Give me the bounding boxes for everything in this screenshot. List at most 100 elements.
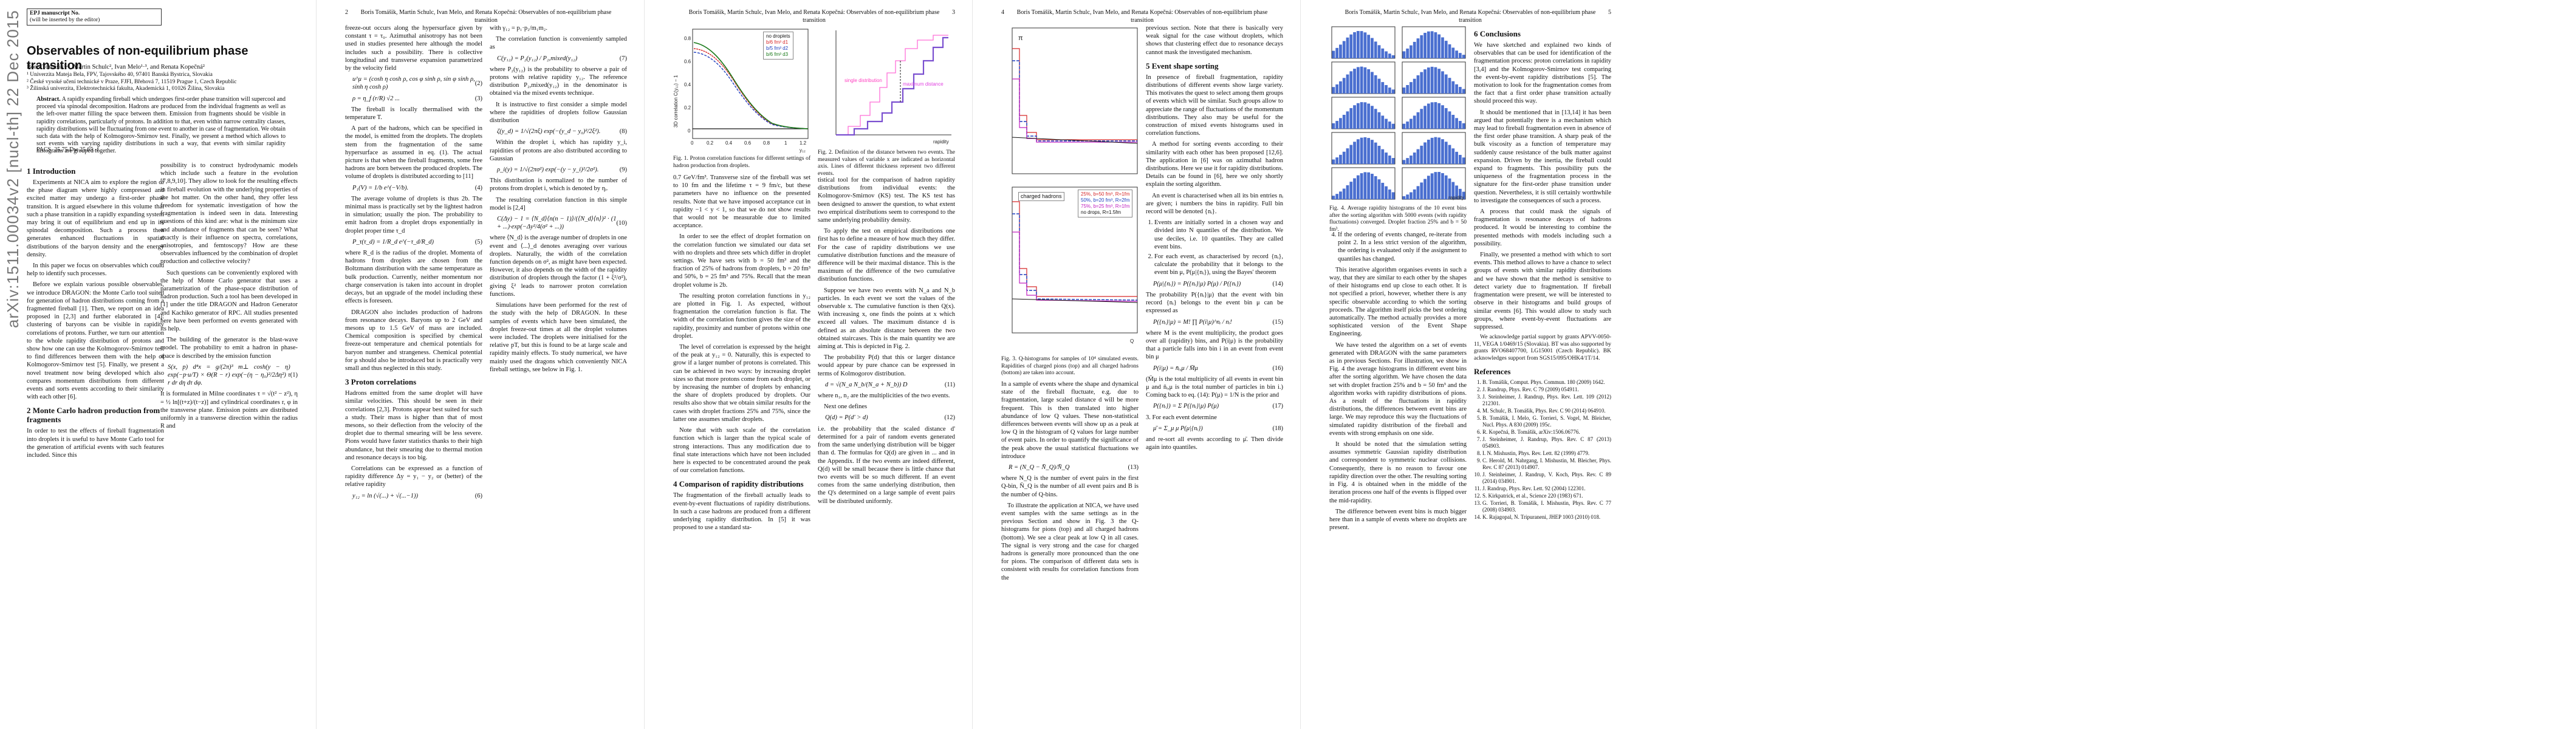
histogram-bar (1374, 176, 1377, 199)
histogram-bar (1423, 142, 1427, 164)
page-3: Boris Tomášik, Martin Schulc, Ivan Melo,… (656, 0, 972, 729)
x-tick-label: 0.8 (763, 140, 770, 146)
histogram-bar (1455, 50, 1458, 58)
equation-number: (2) (474, 80, 482, 87)
histogram-bar (1353, 32, 1356, 58)
pacs: PACS. 25.75.Dw 25.65.-f (36, 146, 99, 153)
page-number: 4 (1001, 9, 1004, 16)
paragraph: 3. For each event determine (1146, 414, 1217, 421)
equation-body: P(μ|{nᵢ}) = P({nᵢ}|μ) P(μ) / P({nᵢ}) (1153, 280, 1241, 287)
histogram-bar (1356, 139, 1360, 164)
figure-2-caption: Fig. 2. Definition of the distance betwe… (818, 149, 955, 177)
histogram-bar (1458, 121, 1462, 129)
event-bin-histogram (1402, 167, 1466, 200)
histogram-bar (1377, 179, 1381, 199)
histogram-bar (1430, 102, 1434, 129)
histogram-bar (1381, 149, 1385, 164)
paragraph: It should be noted that the simulation s… (1329, 441, 1467, 504)
equation-number: (7) (619, 55, 627, 62)
histogram-bar (1410, 156, 1413, 164)
manuscript-box: EPJ manuscript No. (will be inserted by … (27, 9, 162, 26)
legend-entry: no droplets (766, 33, 790, 39)
figure-4-plot: rapidity (1331, 26, 1466, 200)
page-5-left-column: If the ordering of events changed, re-it… (1329, 231, 1467, 535)
q-histogram-black (1012, 137, 1138, 144)
reference-item: M. Schulc, B. Tomášik, Phys. Rev. C 90 (… (1482, 408, 1611, 414)
histogram-bar (1391, 192, 1395, 199)
page-1: EPJ manuscript No. (will be inserted by … (0, 0, 316, 729)
equation-13: R = (N_Q − N̄_Q)/N̄_Q (13) (1009, 464, 1139, 471)
equation-body: P(i|μ) = n̄ᵢ,μ / M̄μ (1153, 364, 1198, 372)
paragraph: The probability P({nᵢ}|μ) that the event… (1146, 291, 1283, 315)
histogram-bar (1434, 102, 1437, 129)
histogram-bar (1385, 118, 1388, 129)
reference-item: B. Tomášik, Comput. Phys. Commun. 180 (2… (1482, 379, 1611, 386)
y-tick-label: 0 (688, 128, 691, 134)
histogram-bar (1388, 155, 1391, 164)
histogram-bar (1437, 34, 1441, 58)
algorithm-steps: If the ordering of events changed, re-it… (1329, 231, 1467, 263)
histogram-bar (1441, 71, 1444, 94)
equation-11: d = √(N_a N_b/(N_a + N_b)) D (11) (825, 381, 955, 389)
paragraph: (M̄μ is the total multiplicity of all ev… (1146, 375, 1283, 399)
paragraph: This distribution is normalized to the n… (490, 177, 627, 193)
paragraph: In order to test the effects of fireball… (27, 428, 164, 459)
histogram-bar (1371, 140, 1374, 164)
affiliation-1: ¹ Univerzita Mateja Bela, FPV, Tajovskéh… (27, 72, 213, 78)
histogram-bar (1374, 41, 1377, 58)
equation-9: ρ_i(y) = 1/√(2πσ²) exp(−(y − y_i)²/2σ²).… (497, 166, 627, 174)
header-title: Boris Tomášik, Martin Schulc, Ivan Melo,… (360, 9, 612, 24)
histogram-bar (1416, 149, 1420, 164)
histogram-bar (1462, 157, 1465, 164)
paragraph: 0.7 GeV/fm³. Transverse size of the fire… (673, 174, 810, 230)
histogram-bar (1441, 105, 1444, 129)
histogram-bar (1406, 122, 1410, 129)
paragraph: previous section. Note that there is bas… (1146, 25, 1283, 56)
histogram-bar (1374, 142, 1377, 164)
page-4-left-column: In a sample of events where the shape an… (1001, 380, 1139, 585)
histogram-bar (1451, 47, 1455, 58)
histogram-bar (1410, 82, 1413, 94)
histogram-bar (1363, 137, 1367, 164)
y-tick-label: 0.4 (684, 82, 691, 87)
y-tick-label: 0.6 (684, 59, 691, 64)
figure-1-caption: Fig. 1. Proton correlation functions for… (673, 156, 810, 169)
histogram-bar (1434, 137, 1437, 164)
legend-entry: 50%, b=20 fm³, R=2fm (1081, 197, 1130, 203)
histogram-bar (1444, 74, 1448, 94)
page-1-left-column: 1 Introduction Experiments at NICA aim t… (27, 162, 164, 462)
paragraph: The probability P(d) that this or larger… (818, 354, 955, 377)
histogram-bar (1385, 85, 1388, 94)
paragraph: Suppose we have two events with N_a and … (818, 287, 955, 351)
figure-3-legend: 25%, b=50 fm³, R=1fm 50%, b=20 fm³, R=2f… (1078, 190, 1133, 217)
equation-1: S(x, p) d⁴x = g/(2π)³ m⊥ cosh(y − η) exp… (168, 363, 298, 388)
histogram-bar (1427, 31, 1430, 58)
histogram-bar (1448, 178, 1451, 199)
histogram-bar (1434, 32, 1437, 58)
histogram-bar (1444, 108, 1448, 129)
page-3-right-column: tistical tool for the comparison of hadr… (818, 176, 955, 508)
histogram-bar (1423, 106, 1427, 129)
histogram-bar (1427, 139, 1430, 164)
equation-number: (8) (619, 128, 627, 135)
paragraph: where n₁, n₂ are the multiplicities of t… (818, 392, 950, 400)
histogram-bar (1332, 196, 1335, 199)
paragraph: where M is the event multiplicity, the p… (1146, 329, 1283, 361)
histogram-bar (1367, 138, 1371, 164)
histogram-bar (1413, 189, 1416, 199)
histogram-bar (1346, 111, 1349, 129)
paragraph: It should be mentioned that in [13,14] i… (1474, 109, 1611, 204)
histogram-bar (1444, 142, 1448, 164)
page-4: 4 Boris Tomášik, Martin Schulc, Ivan Mel… (984, 0, 1300, 729)
histogram-bar (1377, 145, 1381, 164)
histogram-bar (1388, 122, 1391, 129)
y-axis-label: 3D correlation C(y₁₂) − 1 (673, 75, 679, 128)
histogram-bar (1374, 109, 1377, 129)
paragraph: i.e. the probability that the scaled dis… (818, 425, 955, 505)
staircase-event-a (836, 35, 948, 135)
reference-item: G. Torrieri, B. Tomášik, I. Mishustin, P… (1482, 500, 1611, 513)
histogram-bar (1346, 148, 1349, 164)
histogram-bar (1339, 81, 1342, 94)
affiliations: ¹ Univerzita Mateja Bela, FPV, Tajovskéh… (27, 72, 294, 93)
histogram-bar (1367, 172, 1371, 199)
